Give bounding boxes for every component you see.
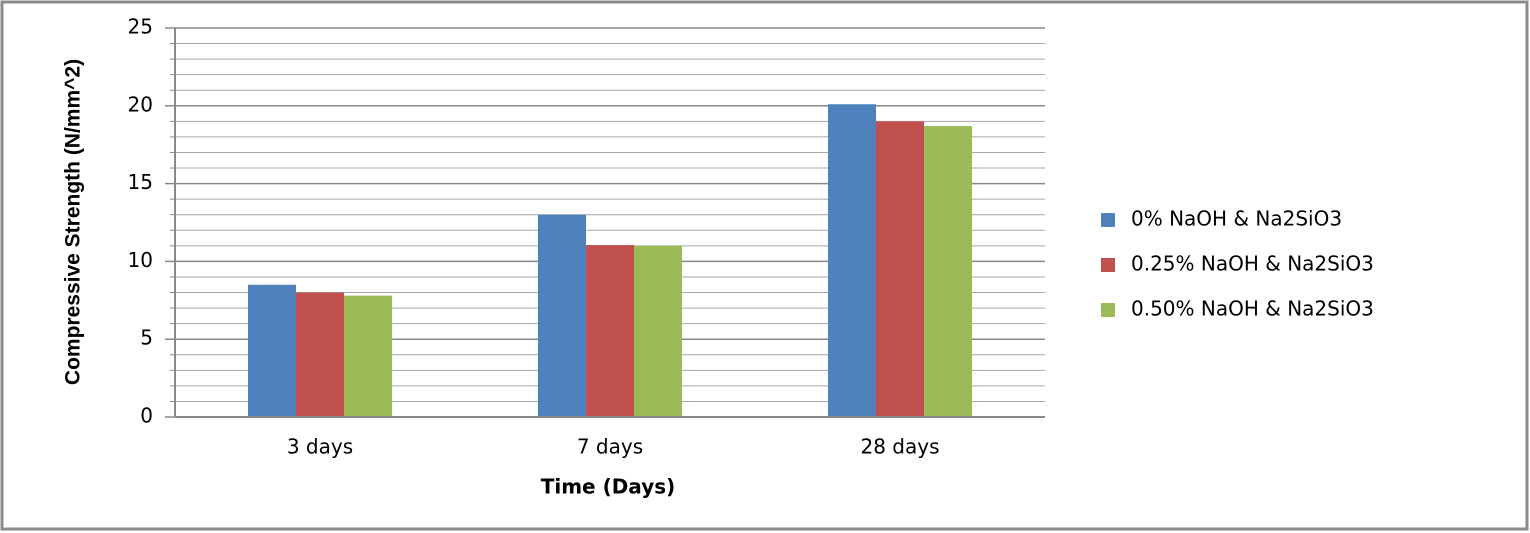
- y-tick-label: 25: [128, 15, 153, 39]
- legend-label: 0.50% NaOH & Na2SiO3: [1131, 297, 1374, 321]
- bar: [248, 284, 296, 417]
- y-tick-label: 15: [128, 170, 153, 194]
- x-tick-label: 28 days: [860, 435, 939, 459]
- x-tick-label: 3 days: [287, 435, 353, 459]
- legend-swatch: [1101, 213, 1115, 227]
- legend-swatch: [1101, 303, 1115, 317]
- y-tick-label: 5: [140, 326, 153, 350]
- y-axis-label: Compressive Strength (N/mm^2): [62, 59, 85, 385]
- bar: [296, 292, 344, 417]
- bar: [828, 104, 876, 417]
- y-tick-label: 20: [128, 92, 153, 116]
- x-axis-label: Time (Days): [541, 475, 676, 499]
- y-tick-label: 0: [140, 404, 153, 428]
- y-tick-label: 10: [128, 248, 153, 272]
- bar: [924, 126, 972, 417]
- bar: [634, 245, 682, 417]
- legend-label: 0.25% NaOH & Na2SiO3: [1131, 252, 1374, 276]
- legend-swatch: [1101, 258, 1115, 272]
- bar: [876, 121, 924, 418]
- bar: [586, 245, 634, 417]
- bar: [344, 295, 392, 417]
- x-tick-label: 7 days: [577, 435, 643, 459]
- bar: [538, 214, 586, 417]
- legend-label: 0% NaOH & Na2SiO3: [1131, 207, 1342, 231]
